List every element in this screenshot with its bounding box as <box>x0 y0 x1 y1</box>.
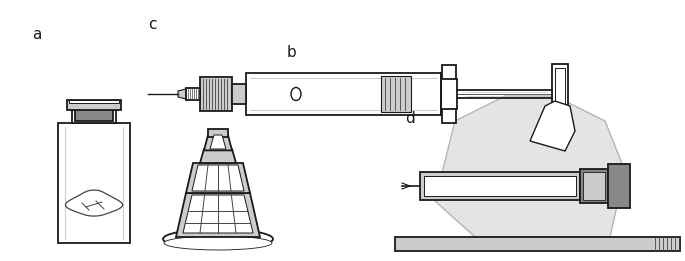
Bar <box>68 100 119 103</box>
Polygon shape <box>186 163 250 193</box>
Polygon shape <box>435 96 625 237</box>
Bar <box>208 129 228 137</box>
Bar <box>75 108 113 121</box>
Polygon shape <box>183 195 253 233</box>
Ellipse shape <box>164 236 272 250</box>
Bar <box>58 123 130 243</box>
Bar <box>395 237 680 251</box>
Polygon shape <box>210 135 226 149</box>
Bar <box>420 172 580 200</box>
Bar <box>441 79 457 109</box>
Bar <box>66 100 121 110</box>
Bar <box>442 65 456 123</box>
Text: c: c <box>148 17 156 32</box>
Polygon shape <box>530 101 575 151</box>
Text: b: b <box>287 45 297 60</box>
Polygon shape <box>178 89 186 99</box>
Polygon shape <box>204 135 232 150</box>
Polygon shape <box>200 149 236 163</box>
Bar <box>552 64 568 124</box>
Bar <box>424 176 576 196</box>
Polygon shape <box>192 165 244 191</box>
Bar <box>555 68 565 120</box>
Bar <box>72 108 116 123</box>
Bar <box>200 77 232 111</box>
Text: a: a <box>32 27 41 42</box>
Bar <box>246 73 441 115</box>
Text: d: d <box>405 111 414 126</box>
Bar <box>232 84 246 104</box>
Polygon shape <box>176 193 260 237</box>
Bar <box>580 169 608 203</box>
Bar <box>608 164 630 208</box>
Bar <box>583 172 605 200</box>
Ellipse shape <box>163 229 273 249</box>
Bar <box>186 88 200 100</box>
Ellipse shape <box>291 87 301 100</box>
Bar <box>381 76 411 112</box>
